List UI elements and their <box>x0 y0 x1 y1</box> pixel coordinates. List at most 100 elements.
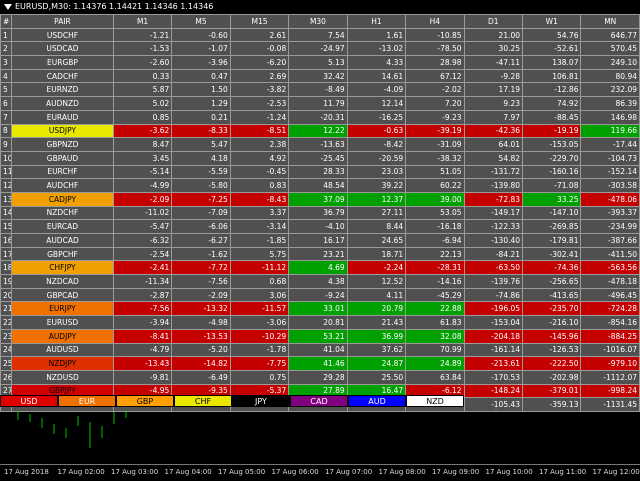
strength-value: 2.61 <box>229 27 290 43</box>
strength-value: 2.69 <box>229 68 290 84</box>
row-index: 16 <box>0 233 13 248</box>
pair-name: USDCHF <box>11 27 114 43</box>
column-header: D1 <box>463 14 524 29</box>
table-row: 19NZDCAD-11.34-7.560.684.3812.52-14.16-1… <box>0 274 640 289</box>
strength-value: -9.24 <box>288 287 348 303</box>
currency-button-cad[interactable]: CAD <box>290 395 348 407</box>
currency-strength-table: # PAIR M1 M5 M15 M30 H1 H4 D1 W1 MN 1 USD… <box>0 14 640 412</box>
strength-value: -7.56 <box>112 301 173 317</box>
row-index: 25 <box>0 356 13 371</box>
time-axis-label: 17 Aug 12:00 <box>592 468 640 476</box>
strength-value: -229.70 <box>522 150 582 166</box>
strength-value: -1.53 <box>112 41 173 57</box>
row-index: 17 <box>0 246 13 262</box>
strength-value: -130.40 <box>463 233 524 248</box>
strength-value: -9.28 <box>463 68 524 84</box>
strength-value: 4.69 <box>288 260 348 276</box>
column-header: W1 <box>522 14 582 29</box>
table-row: 9 GBPNZD 8.47 5.47 2.38 -13.63 -8.42 -31.09 64.0… <box>0 137 640 152</box>
strength-value: -204.18 <box>463 328 524 344</box>
strength-value: 36.99 <box>346 328 407 344</box>
strength-value: -393.37 <box>580 205 640 221</box>
pair-name: EURUSD <box>11 315 114 330</box>
strength-value: -45.29 <box>405 287 465 303</box>
row-index: 10 <box>0 150 13 166</box>
strength-value: -147.10 <box>522 205 582 221</box>
strength-value: 25.50 <box>346 369 407 385</box>
strength-value: -979.10 <box>580 356 640 371</box>
currency-button-chf[interactable]: CHF <box>174 395 232 407</box>
strength-value: -153.05 <box>522 137 582 152</box>
time-axis-label: 17 Aug 10:00 <box>485 468 533 476</box>
time-axis-label: 17 Aug 05:00 <box>218 468 266 476</box>
row-index: 13 <box>0 191 13 207</box>
pair-name: GBPNZD <box>11 137 114 152</box>
strength-value: -998.24 <box>580 383 640 399</box>
row-index: 4 <box>0 68 13 84</box>
currency-button-eur[interactable]: EUR <box>58 395 116 407</box>
table-row: 10GBPAUD3.454.184.92-25.45-20.59-38.3254… <box>0 150 640 166</box>
strength-value: -28.31 <box>405 260 465 276</box>
strength-value: -122.33 <box>463 219 524 234</box>
strength-value: 54.82 <box>463 150 524 166</box>
strength-value: -13.43 <box>112 356 173 371</box>
column-header: PAIR <box>11 14 114 29</box>
strength-value: -6.49 <box>171 369 231 385</box>
strength-value: 23.21 <box>288 246 348 262</box>
row-index: 12 <box>0 178 13 193</box>
strength-value: -3.14 <box>229 219 290 234</box>
strength-value: -74.36 <box>522 260 582 276</box>
pair-name: CADCHF <box>11 68 114 84</box>
column-header: MN <box>580 14 640 29</box>
pair-name: EURCHF <box>11 164 114 180</box>
strength-value: -1.24 <box>229 109 290 125</box>
strength-value: 67.12 <box>405 68 465 84</box>
strength-value: -8.51 <box>229 123 290 139</box>
strength-value: 20.81 <box>288 315 348 330</box>
dropdown-arrow-icon[interactable] <box>4 3 12 10</box>
strength-value: -10.85 <box>405 27 465 43</box>
strength-value: 4.38 <box>288 274 348 289</box>
pair-name: GBPCAD <box>11 287 114 303</box>
row-index: 1 <box>0 27 13 43</box>
currency-button-gbp[interactable]: GBP <box>116 395 174 407</box>
strength-value: 8.44 <box>346 219 407 234</box>
pair-name: CADJPY <box>11 191 114 207</box>
strength-value: 7.54 <box>288 27 348 43</box>
strength-value: 3.37 <box>229 205 290 221</box>
time-axis-label: 17 Aug 02:00 <box>57 468 105 476</box>
pair-name: GBPCHF <box>11 246 114 262</box>
strength-value: -5.14 <box>112 164 173 180</box>
strength-value: 74.92 <box>522 96 582 111</box>
table-row: 8 USDJPY -3.62 -8.33 -8.51 12.22 -0.63 -39.19 -4… <box>0 123 640 139</box>
price-chart-area[interactable] <box>0 408 640 464</box>
strength-value: 5.13 <box>288 55 348 70</box>
strength-value: -196.05 <box>463 301 524 317</box>
table-row: 11EURCHF-5.14-5.59-0.4528.3323.0351.05-1… <box>0 164 640 180</box>
currency-button-aud[interactable]: AUD <box>348 395 406 407</box>
strength-value: -131.72 <box>463 164 524 180</box>
strength-value: -269.85 <box>522 219 582 234</box>
strength-value: 106.81 <box>522 68 582 84</box>
pair-name: AUDCAD <box>11 233 114 248</box>
chart-title-bar: EURUSD,M30: 1.14376 1.14421 1.14346 1.14… <box>0 0 640 14</box>
time-axis-label: 17 Aug 06:00 <box>271 468 319 476</box>
strength-value: -4.10 <box>288 219 348 234</box>
strength-value: -2.54 <box>112 246 173 262</box>
strength-value: 2.38 <box>229 137 290 152</box>
strength-value: -563.56 <box>580 260 640 276</box>
strength-value: -42.36 <box>463 123 524 139</box>
currency-button-usd[interactable]: USD <box>0 395 58 407</box>
table-row: 27GBPJPY-4.95-9.35-5.3727.8916.47-6.12-1… <box>0 383 640 399</box>
row-index: 8 <box>0 123 13 139</box>
row-index: 2 <box>0 41 13 57</box>
pair-name: EURCAD <box>11 219 114 234</box>
currency-button-jpy[interactable]: JPY <box>232 395 290 407</box>
currency-button-nzd[interactable]: NZD <box>406 395 464 407</box>
strength-value: -2.09 <box>171 287 231 303</box>
pair-name: USDJPY <box>11 123 114 139</box>
strength-value: -7.56 <box>171 274 231 289</box>
strength-value: -78.50 <box>405 41 465 57</box>
row-index: 7 <box>0 109 13 125</box>
table-row: 6 AUDNZD 5.02 1.29 -2.53 11.79 12.14 7.20 9.23 74… <box>0 96 640 111</box>
